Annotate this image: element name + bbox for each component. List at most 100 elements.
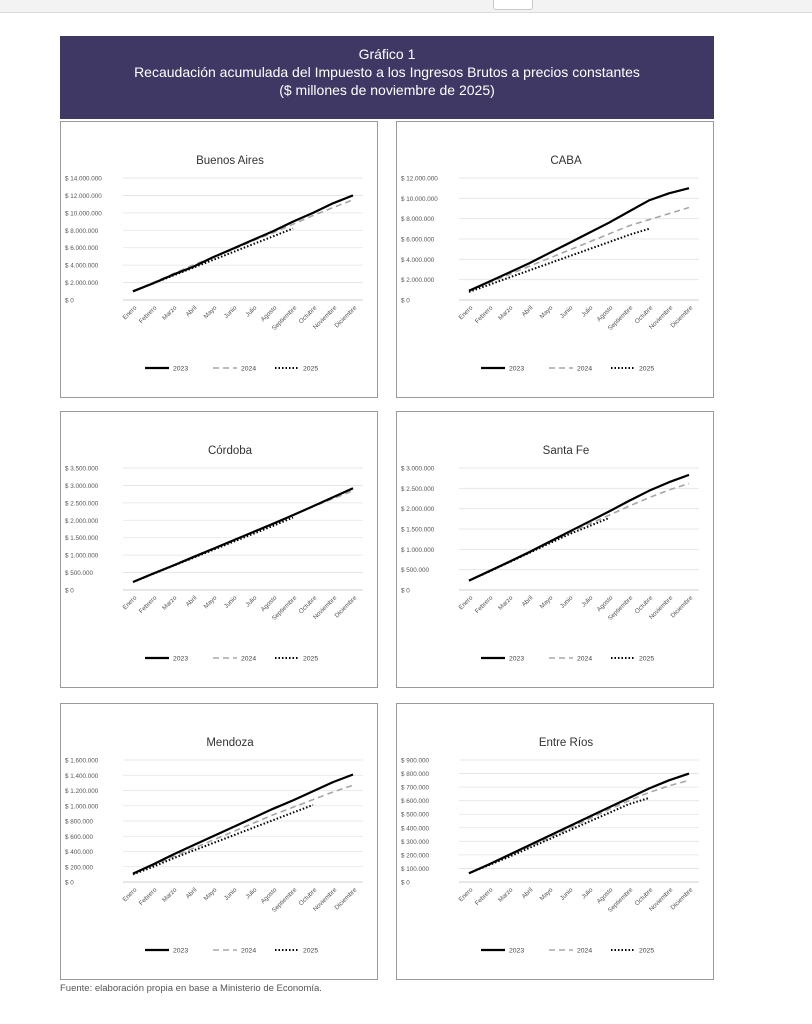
y-tick-label: $ 3.500.000	[65, 466, 99, 473]
y-tick-label: $ 12.000.000	[401, 176, 438, 183]
x-tick-label: Diciembre	[669, 594, 694, 619]
x-tick-label: Marzo	[161, 304, 179, 322]
x-tick-label: Abril	[521, 594, 535, 608]
legend-label: 2025	[303, 948, 318, 955]
y-tick-label: $ 1.500.000	[401, 527, 435, 534]
y-tick-label: $ 2.500.000	[401, 486, 435, 493]
y-tick-label: $ 0	[65, 880, 74, 887]
y-tick-label: $ 2.000.000	[65, 518, 99, 525]
series-line-2025	[468, 227, 650, 293]
x-tick-label: Febrero	[138, 304, 159, 325]
line-chart: Santa Fe $ 0 $ 500.000 $ 1.000.000 $ 1.500.0…	[401, 445, 699, 663]
toolbar-button[interactable]	[493, 0, 533, 10]
y-tick-label: $ 400.000	[401, 825, 430, 832]
y-tick-label: $ 2.500.000	[65, 500, 99, 507]
y-tick-label: $ 1.000.000	[401, 547, 435, 554]
legend-label: 2024	[241, 656, 256, 663]
figure-number: Gráfico 1	[358, 46, 416, 62]
x-tick-label: Febrero	[138, 594, 159, 615]
y-tick-label: $ 0	[65, 298, 74, 305]
x-tick-label: Enero	[122, 886, 139, 903]
x-tick-label: Enero	[458, 594, 475, 611]
x-tick-label: Abril	[521, 304, 535, 318]
x-tick-label: Agosto	[596, 304, 615, 323]
x-tick-label: Marzo	[497, 886, 515, 904]
y-tick-label: $ 800.000	[65, 819, 94, 826]
x-tick-label: Agosto	[260, 594, 279, 613]
y-tick-label: $ 500.000	[401, 812, 430, 819]
legend-label: 2025	[639, 948, 654, 955]
chart-title: Santa Fe	[543, 445, 590, 457]
chart-panel-mendoza: Mendoza $ 0 $ 200.000 $ 400.000 $ 600.000 $ 8…	[60, 703, 378, 980]
y-tick-label: $ 1.000.000	[65, 803, 99, 810]
x-tick-label: Abril	[185, 594, 199, 608]
source-note: Fuente: elaboración propia en base a Min…	[60, 983, 322, 994]
x-tick-label: Junio	[223, 304, 239, 320]
series-line-2023	[468, 772, 690, 875]
x-tick-label: Enero	[458, 886, 475, 903]
legend-label: 2023	[509, 366, 524, 373]
y-tick-label: $ 6.000.000	[65, 245, 99, 252]
x-tick-label: Agosto	[596, 886, 615, 905]
y-tick-label: $ 12.000.000	[65, 193, 102, 200]
y-tick-label: $ 2.000.000	[65, 280, 99, 287]
figure-title: Recaudación acumulada del Impuesto a los…	[134, 64, 640, 80]
y-tick-label: $ 500.000	[65, 570, 94, 577]
x-tick-label: Diciembre	[669, 304, 694, 329]
x-tick-label: Julio	[244, 304, 258, 318]
x-tick-label: Abril	[521, 886, 535, 900]
x-tick-label: Agosto	[260, 304, 279, 323]
legend-label: 2023	[509, 948, 524, 955]
x-tick-label: Marzo	[497, 304, 515, 322]
x-tick-label: Diciembre	[333, 886, 358, 911]
top-toolbar	[0, 0, 812, 13]
legend-label: 2024	[241, 948, 256, 955]
y-tick-label: $ 8.000.000	[65, 228, 99, 235]
chart-panel-entre-rios: Entre Ríos $ 0 $ 100.000 $ 200.000 $ 300.000…	[396, 703, 714, 980]
series-line-2023	[468, 187, 690, 292]
series-line-2023	[132, 773, 354, 875]
x-tick-label: Junio	[559, 304, 575, 320]
x-tick-label: Febrero	[474, 886, 495, 907]
chart-panel-cordoba: Córdoba $ 0 $ 500.000 $ 1.000.000 $ 1.500.00…	[60, 411, 378, 688]
x-tick-label: Abril	[185, 304, 199, 318]
y-tick-label: $ 0	[401, 880, 410, 887]
y-tick-label: $ 10.000.000	[65, 210, 102, 217]
y-tick-label: $ 6.000.000	[401, 237, 435, 244]
series-line-2023	[132, 487, 354, 584]
line-chart: Mendoza $ 0 $ 200.000 $ 400.000 $ 600.000 $ 8…	[65, 737, 363, 955]
x-tick-label: Julio	[580, 594, 594, 608]
y-tick-label: $ 1.500.000	[65, 535, 99, 542]
y-tick-label: $ 14.000.000	[65, 176, 102, 183]
x-tick-label: Enero	[122, 594, 139, 611]
y-tick-label: $ 3.000.000	[401, 466, 435, 473]
chart-panel-buenos-aires: Buenos Aires $ 0 $ 2.000.000 $ 4.000.000 $ 6…	[60, 121, 378, 398]
y-tick-label: $ 100.000	[401, 866, 430, 873]
y-tick-label: $ 300.000	[401, 839, 430, 846]
line-chart: Córdoba $ 0 $ 500.000 $ 1.000.000 $ 1.500.00…	[65, 445, 363, 663]
series-line-2023	[132, 194, 354, 293]
x-tick-label: Julio	[580, 886, 594, 900]
series-line-2025	[468, 797, 650, 875]
legend-label: 2024	[241, 366, 256, 373]
x-tick-label: Abril	[185, 886, 199, 900]
x-tick-label: Febrero	[474, 594, 495, 615]
x-tick-label: Agosto	[596, 594, 615, 613]
y-tick-label: $ 500.000	[401, 567, 430, 574]
legend-label: 2025	[639, 366, 654, 373]
x-tick-label: Diciembre	[333, 304, 358, 329]
x-tick-label: Mayo	[539, 886, 555, 902]
x-tick-label: Enero	[122, 304, 139, 321]
chart-header: Gráfico 1 Recaudación acumulada del Impu…	[60, 36, 714, 119]
figure-subtitle: ($ millones de noviembre de 2025)	[279, 82, 495, 98]
x-tick-label: Febrero	[474, 304, 495, 325]
y-tick-label: $ 4.000.000	[401, 257, 435, 264]
legend-label: 2023	[509, 656, 524, 663]
line-chart: Entre Ríos $ 0 $ 100.000 $ 200.000 $ 300.000…	[401, 737, 699, 955]
series-line-2025	[132, 804, 314, 876]
y-tick-label: $ 0	[401, 588, 410, 595]
legend-label: 2024	[577, 948, 592, 955]
x-tick-label: Julio	[244, 594, 258, 608]
x-tick-label: Marzo	[161, 594, 179, 612]
legend-label: 2025	[303, 656, 318, 663]
